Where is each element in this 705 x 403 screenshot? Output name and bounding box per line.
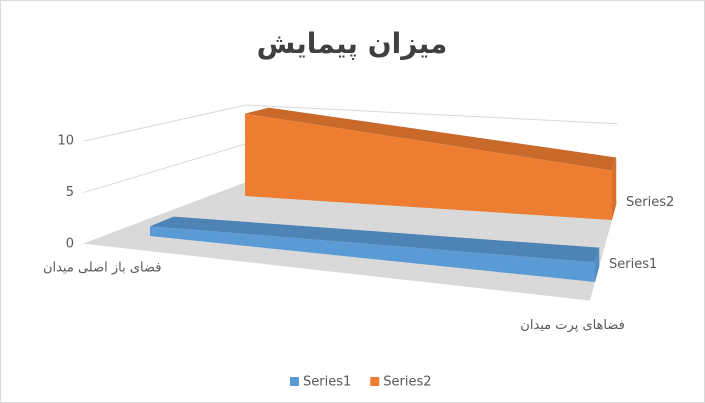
legend-swatch xyxy=(370,377,380,386)
y-tick-label: 5 xyxy=(66,185,74,200)
depth-label: Series2 xyxy=(626,195,674,210)
legend-swatch xyxy=(290,377,299,386)
area-side xyxy=(612,157,617,220)
x-tick-label: فضای باز اصلی میدان xyxy=(43,261,162,276)
area xyxy=(150,226,595,282)
chart-title: میزان پیمایش xyxy=(257,27,448,60)
area-top xyxy=(150,216,600,263)
area-top xyxy=(245,107,617,171)
y-tick-label: 0 xyxy=(66,236,74,251)
area-side xyxy=(595,247,600,282)
y-tick-label: 10 xyxy=(57,134,74,149)
depth-label: Series1 xyxy=(609,257,657,272)
grid-line xyxy=(83,104,618,142)
legend-label: Series2 xyxy=(383,375,431,390)
x-tick-label: فضاهای پرت میدان xyxy=(520,318,625,333)
area xyxy=(245,113,612,220)
legend-label: Series1 xyxy=(303,375,351,390)
